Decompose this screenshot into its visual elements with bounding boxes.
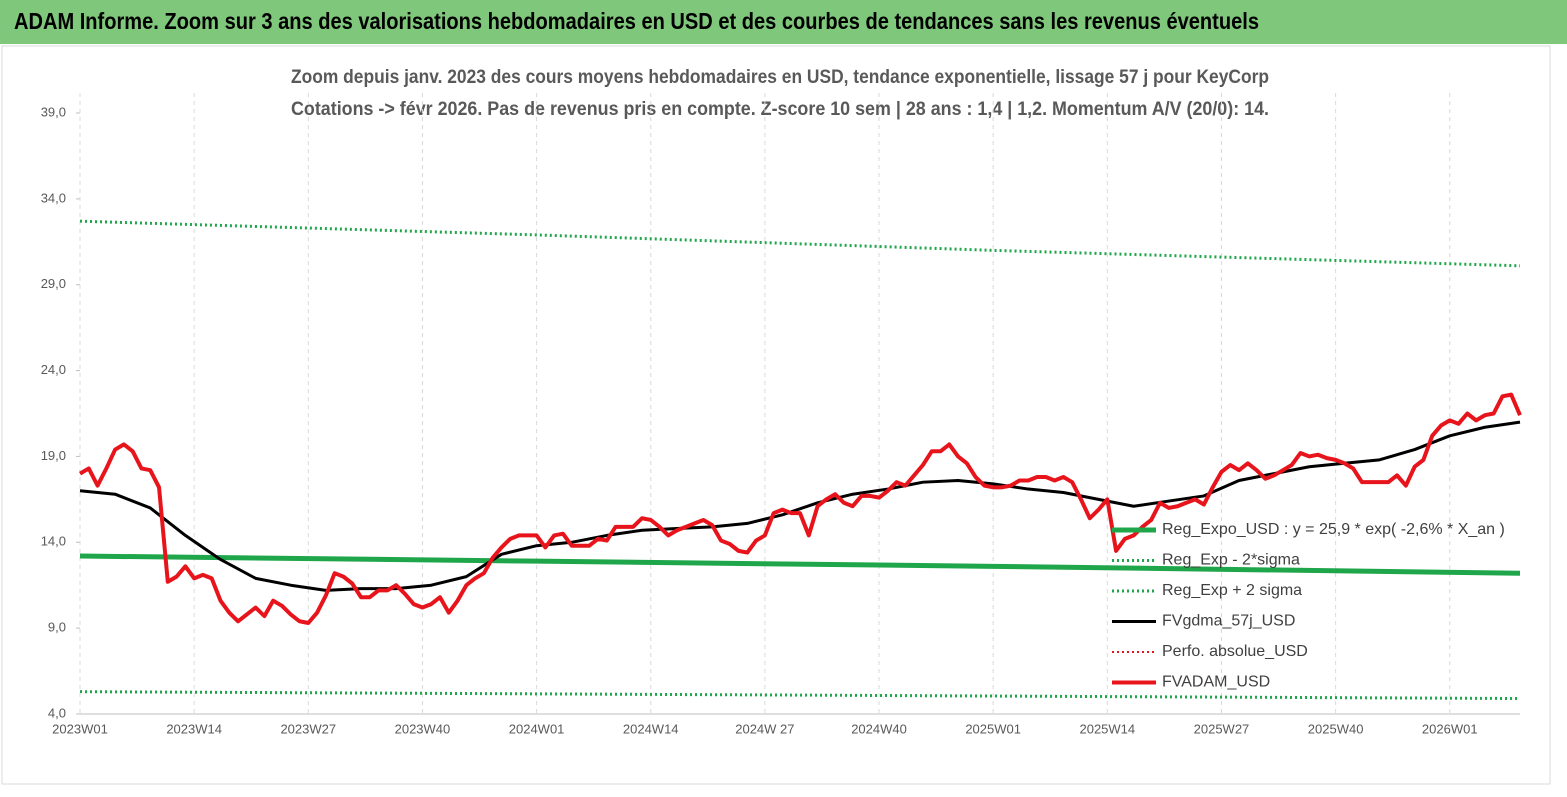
x-tick-label: 2023W27 [280,721,336,736]
series-line [79,219,1521,268]
x-tick-label: 2024W14 [623,721,679,736]
legend-label: Reg_Exp - 2*sigma [1162,552,1300,569]
x-tick-label: 2024W40 [851,721,907,736]
legend-label: Reg_Expo_USD : y = 25,9 * exp( -2,6% * X… [1162,521,1505,538]
chart-title: Zoom depuis janv. 2023 des cours moyens … [291,67,1269,88]
series-line [79,553,1521,576]
chart-border [1,45,1551,785]
x-tick-label: 2024W 27 [735,721,794,736]
header-bar [0,0,1567,44]
legend-label: FVADAM_USD [1162,674,1270,691]
chart-subtitle: Cotations -> févr 2026. Pas de revenus p… [291,99,1269,120]
x-tick-label: 2023W40 [395,721,451,736]
y-tick-label: 4,0 [48,705,66,720]
y-tick-label: 39,0 [41,104,66,119]
x-tick-label: 2024W01 [509,721,565,736]
header-title: ADAM Informe. Zoom sur 3 ans des valoris… [14,8,1259,34]
legend-label: Reg_Exp + 2 sigma [1162,582,1302,599]
y-tick-label: 9,0 [48,620,66,635]
y-tick-label: 19,0 [41,448,66,463]
x-tick-label: 2026W01 [1422,721,1478,736]
x-tick-label: 2025W40 [1308,721,1364,736]
y-tick-label: 24,0 [41,362,66,377]
y-tick-label: 34,0 [41,190,66,205]
x-tick-label: 2023W14 [166,721,222,736]
y-tick-label: 14,0 [41,534,66,549]
x-tick-label: 2025W27 [1194,721,1250,736]
x-tick-label: 2025W14 [1079,721,1135,736]
y-tick-label: 29,0 [41,276,66,291]
x-tick-label: 2023W01 [52,721,108,736]
series-line [78,392,1522,625]
legend-label: Perfo. absolue_USD [1162,643,1308,660]
x-tick-label: 2025W01 [965,721,1021,736]
legend-label: FVgdma_57j_USD [1162,613,1295,630]
series-line [79,690,1521,701]
